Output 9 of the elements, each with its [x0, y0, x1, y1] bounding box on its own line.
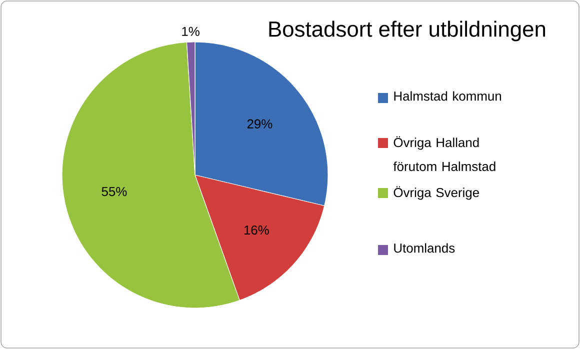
- chart-title: Bostadsort efter utbildningen: [269, 20, 546, 42]
- legend-label: Övriga Sverige: [394, 186, 479, 200]
- legend-label: Utomlands: [394, 243, 455, 253]
- legend-label: Övriga Halland förutom Halmstad: [393, 136, 496, 172]
- data-label: 55%: [102, 187, 127, 196]
- legend-label: Halmstad kommun: [394, 91, 502, 101]
- data-label: 16%: [244, 225, 269, 235]
- data-label: 29%: [247, 119, 272, 128]
- data-label: 1%: [182, 26, 200, 36]
